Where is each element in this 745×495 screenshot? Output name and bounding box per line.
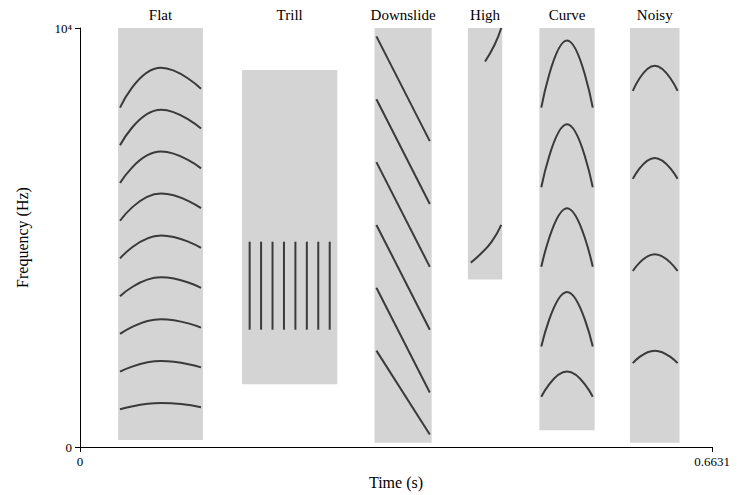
svg-text:Flat: Flat bbox=[149, 7, 173, 23]
svg-text:0: 0 bbox=[77, 454, 84, 469]
svg-text:Noisy: Noisy bbox=[637, 7, 673, 23]
svg-text:Frequency (Hz): Frequency (Hz) bbox=[14, 187, 32, 288]
svg-text:0: 0 bbox=[66, 440, 73, 455]
svg-text:Trill: Trill bbox=[277, 7, 303, 23]
svg-text:High: High bbox=[470, 7, 501, 23]
svg-text:Time (s): Time (s) bbox=[369, 474, 423, 492]
svg-text:10⁴: 10⁴ bbox=[54, 21, 72, 36]
svg-text:Downslide: Downslide bbox=[371, 7, 436, 23]
svg-text:Curve: Curve bbox=[549, 7, 586, 23]
svg-text:0.6631: 0.6631 bbox=[694, 454, 730, 469]
